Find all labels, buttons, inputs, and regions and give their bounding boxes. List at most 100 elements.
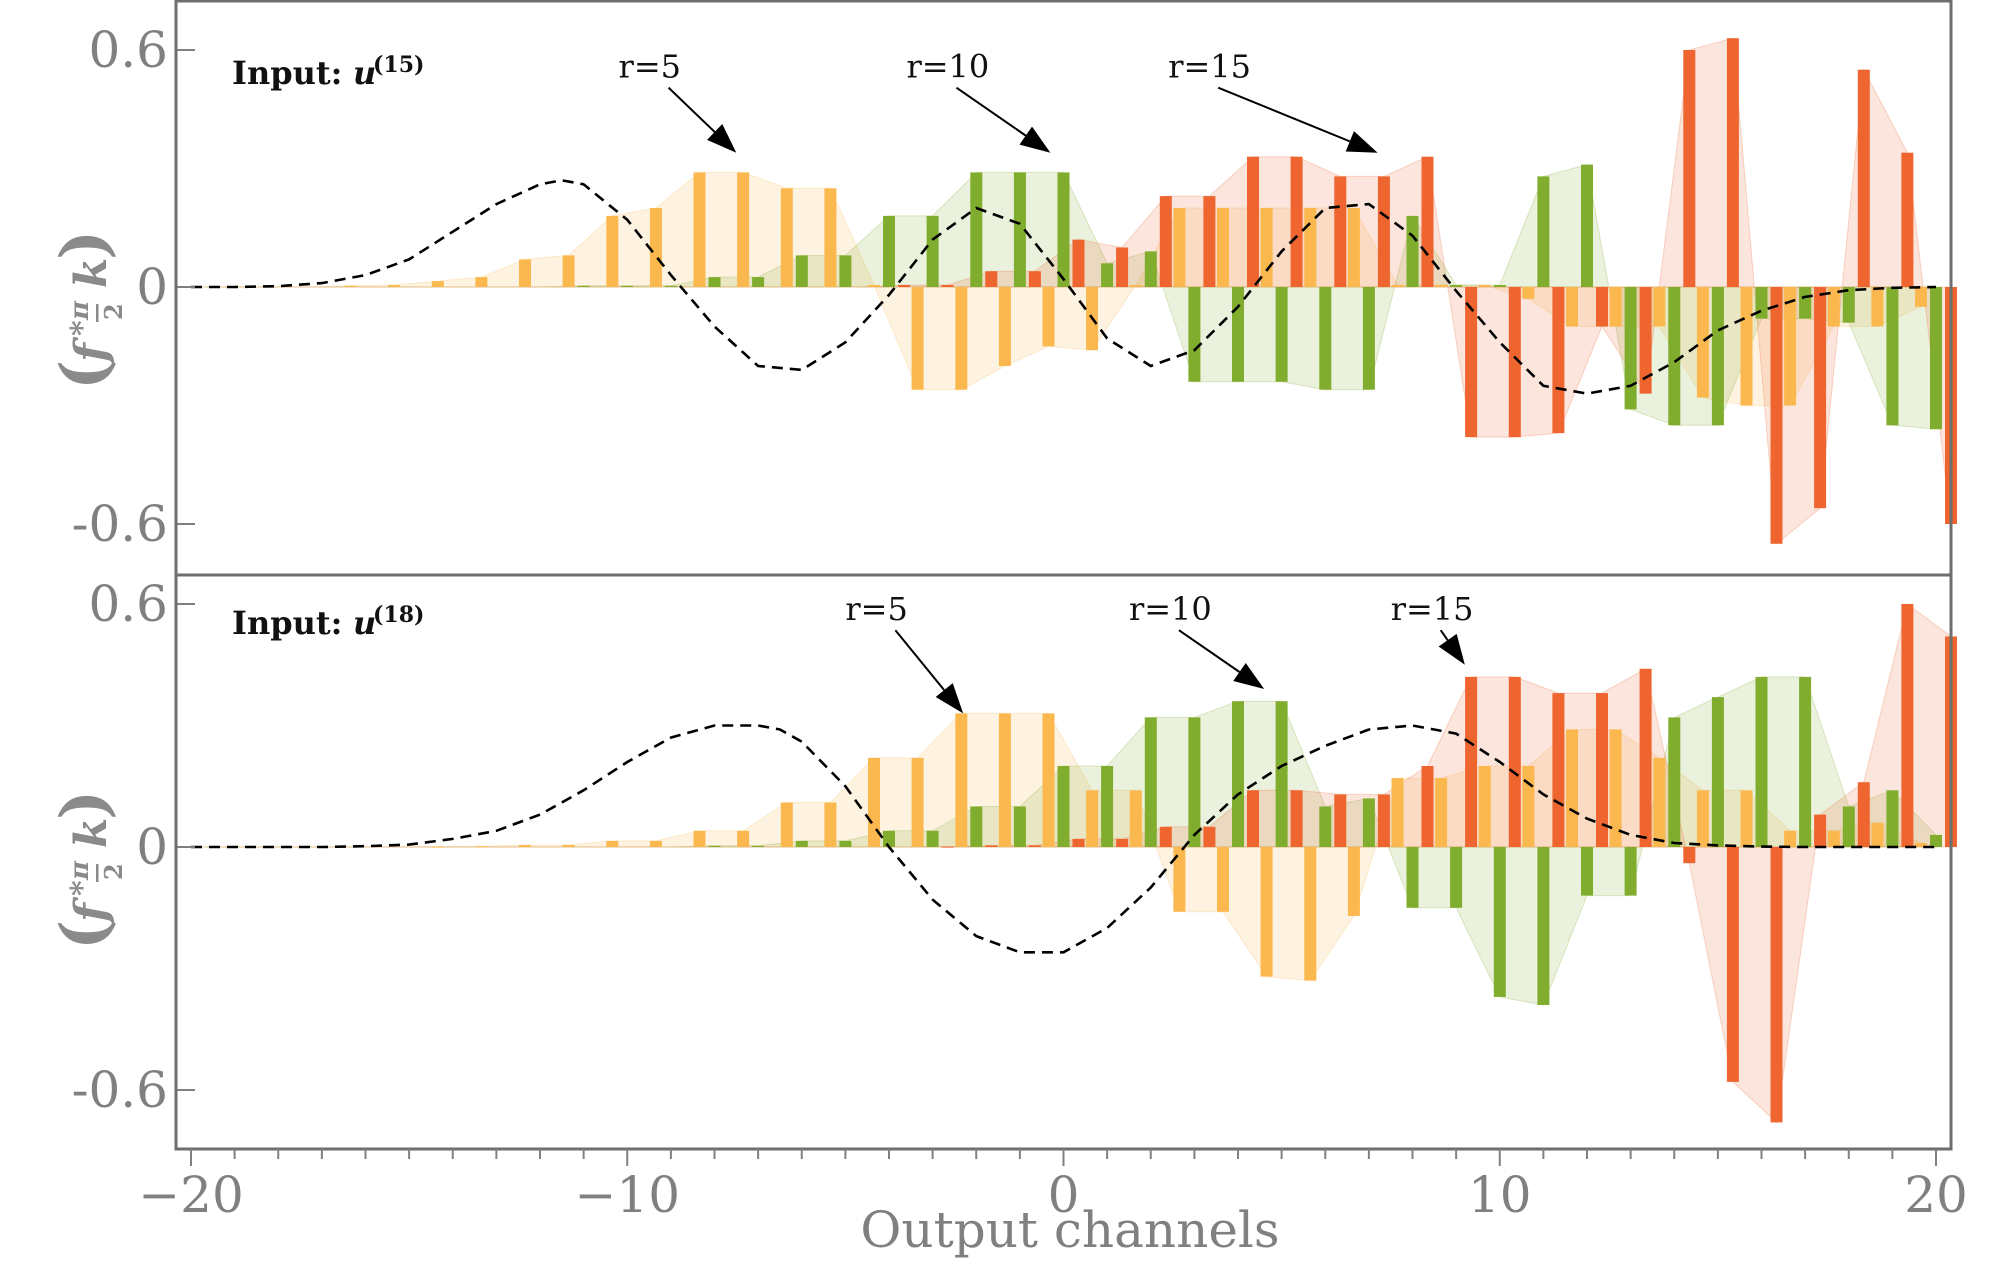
bar-r10 [1144,251,1157,287]
input-variable: u [353,604,376,642]
bar-r15 [1901,604,1914,847]
bar-r10 [1188,287,1201,382]
annotation-arrow-line [1439,629,1449,641]
bar-r5 [1915,843,1927,847]
bar-r15 [1552,693,1565,847]
bar-r10 [1232,701,1244,847]
ylabel-frac-line [96,304,99,322]
bar-r15 [985,271,998,287]
bar-r5 [998,287,1011,366]
bar-r5 [649,208,662,287]
bar-r10 [795,840,808,847]
bar-r5 [1740,790,1753,847]
bar-r10 [1319,806,1332,847]
annotation-label: r=5 [845,590,907,628]
bar-r15 [1290,790,1303,847]
bar-r15 [1203,196,1216,287]
annotation-arrow-head [1019,126,1051,153]
ylabel-conv: * [65,320,100,336]
bar-r10 [577,285,590,287]
bar-r10 [1319,287,1332,390]
bar-r10 [1799,676,1812,847]
bar-r10 [1581,164,1593,287]
input-variable: u [353,54,376,92]
dashed-curve [191,724,1936,954]
bar-r10 [1711,697,1724,847]
bar-r5 [475,846,488,848]
bar-r10 [1362,287,1375,390]
annotation-arrow-head [935,683,964,714]
bar-r5 [1609,729,1622,847]
y-axis-label: ( f * π 2 k ) [47,230,128,390]
bar-r5 [911,287,924,390]
bar-r5 [1827,287,1840,327]
bar-r15 [1247,790,1259,847]
bar-r10 [926,830,939,847]
panel-bottom: r=5 r=10 r=15 0.6 0 -0.6 Input: u (18) ( f *… [47,575,1957,1124]
bar-r15 [1508,676,1521,847]
bar-r10 [970,806,983,847]
y-ticks: 0.6 0 -0.6 [72,21,195,553]
x-tick-label: −10 [574,1166,680,1224]
ylabel-paren-close: ) [47,790,122,820]
annotation-arrow-line [1178,629,1241,673]
bar-r5 [1696,287,1709,398]
bar-r10 [1057,766,1070,847]
bar-r10 [1842,806,1855,847]
bar-r10 [795,255,808,287]
annotation-arrow-head [1438,633,1465,665]
y-tick-label: 0.6 [88,575,168,633]
bar-r5 [388,285,401,287]
ylabel-pi: π [65,300,95,321]
bar-r10 [1799,287,1812,319]
bar-r5 [780,802,793,847]
bar-r15 [1072,239,1085,287]
bar-r5 [519,259,531,287]
input-superscript: (18) [373,602,424,628]
bar-r5 [606,840,619,847]
bar-r15 [1726,847,1739,1082]
bar-r10 [1886,790,1899,847]
bar-r10 [1188,717,1201,847]
bar-r15 [1377,794,1390,847]
bar-r15 [1421,766,1434,847]
bar-r5 [737,830,750,847]
bar-r15 [1377,176,1390,287]
bar-r5 [1696,790,1709,847]
bar-r15 [1596,693,1608,847]
bar-r5 [1522,287,1535,299]
bar-r10 [1275,287,1288,382]
annotation-label: r=15 [1391,590,1474,628]
bar-r5 [475,277,488,287]
bar-r5 [606,215,619,287]
bar-r15 [1465,676,1478,847]
bar-r5 [693,172,706,287]
annotations: r=5 r=10 r=15 [845,590,1474,714]
bar-r5 [1435,285,1448,287]
bar-r10 [1581,847,1593,896]
bar-r10 [1362,798,1375,847]
bar-r10 [1668,287,1681,426]
y-tick-label: -0.6 [72,495,168,553]
bar-r15 [1814,287,1827,509]
bar-r15 [1290,156,1303,287]
bar-r5 [911,757,924,847]
bar-r5 [1347,208,1360,287]
ylabel-paren-open: ( [47,920,122,950]
bar-r5 [1784,287,1797,406]
x-axis: −20 −10 0 10 20 [138,1149,1968,1224]
annotation-label: r=5 [619,48,681,86]
bar-r5 [649,840,662,847]
bar-r10 [970,172,983,287]
bar-r5 [1042,713,1055,847]
bar-r10 [1057,172,1070,287]
bar-r15 [985,845,998,847]
input-label: Input: [232,54,342,92]
x-tick-label: 0 [1048,1166,1080,1224]
bar-r10 [1624,847,1637,896]
ylabel-den: 2 [99,303,128,320]
bar-r10 [1842,287,1855,323]
bar-r15 [898,285,910,287]
y-tick-label: 0 [136,258,168,316]
